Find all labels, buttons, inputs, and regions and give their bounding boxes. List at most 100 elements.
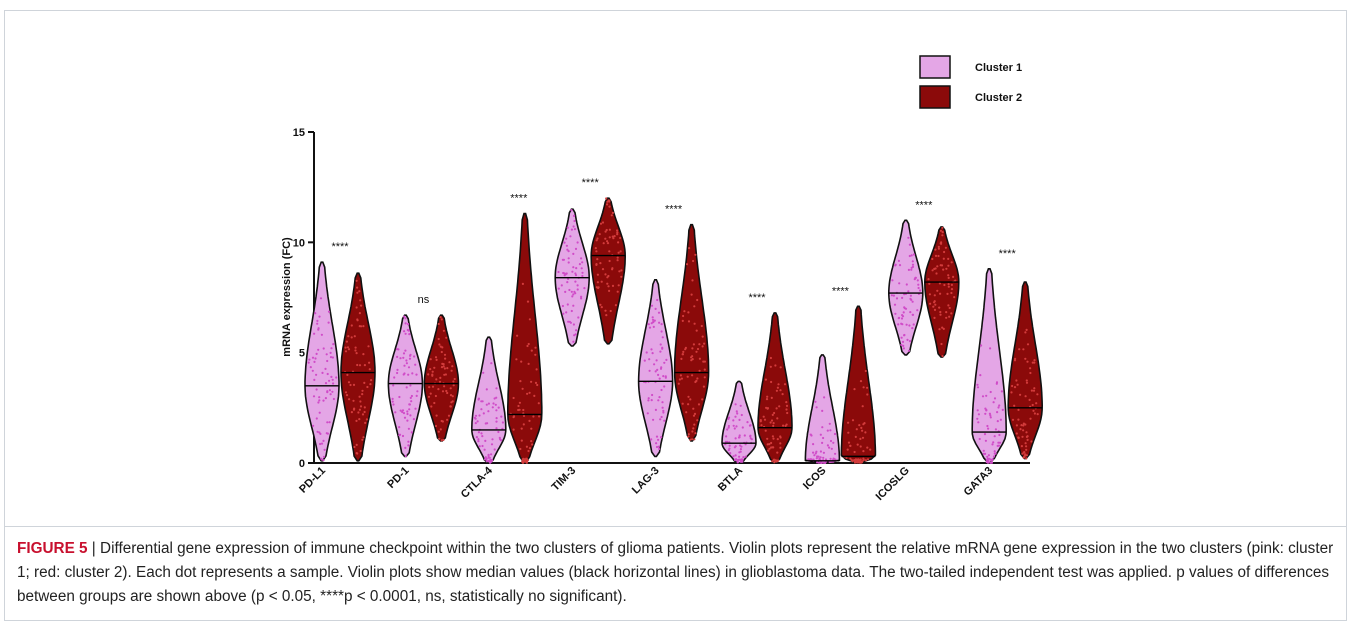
sample-dot — [370, 379, 373, 382]
sample-dot — [492, 402, 495, 405]
sample-dot — [862, 450, 865, 453]
sample-dot — [412, 418, 415, 421]
sample-dot — [519, 447, 522, 451]
sample-dot — [404, 322, 407, 325]
sample-dot — [701, 398, 704, 401]
sample-dot — [820, 461, 823, 464]
sample-dot — [606, 203, 609, 206]
sample-dot — [830, 447, 833, 450]
sample-dot — [847, 421, 850, 424]
sample-dot — [989, 416, 992, 419]
sample-dot — [328, 421, 331, 424]
sample-dot — [655, 359, 658, 362]
sample-dot — [322, 455, 326, 458]
sample-dot — [993, 450, 996, 453]
sample-dot — [601, 221, 605, 224]
sample-dot — [984, 412, 987, 415]
sample-dot — [429, 392, 432, 395]
sample-dot — [928, 282, 931, 285]
sample-dot — [404, 349, 407, 352]
sample-dot — [992, 455, 996, 458]
violin-icos-cluster-2 — [840, 305, 877, 464]
sample-dot — [566, 303, 569, 306]
sample-dot — [907, 268, 911, 271]
sample-dot — [1015, 424, 1019, 427]
sample-dot — [311, 369, 314, 372]
sample-dot — [982, 449, 985, 452]
sample-dot — [862, 423, 865, 426]
sample-dot — [947, 274, 950, 277]
sample-dot — [512, 396, 515, 400]
sample-dot — [902, 311, 905, 314]
sample-dot — [404, 332, 407, 335]
sample-dot — [928, 293, 932, 296]
sample-dot — [312, 424, 315, 427]
sample-dot — [983, 433, 987, 436]
sample-dot — [1015, 432, 1018, 435]
sample-dot — [829, 457, 832, 460]
sample-dot — [616, 256, 619, 259]
sample-dot — [861, 405, 864, 408]
sample-dot — [484, 456, 487, 459]
sample-dot — [368, 361, 371, 364]
legend: Cluster 1 Cluster 2 — [919, 55, 1022, 109]
sample-dot — [769, 356, 773, 360]
sample-dot — [1025, 457, 1028, 460]
sample-dot — [568, 288, 571, 292]
sample-dot — [911, 327, 914, 330]
sample-dot — [358, 312, 361, 315]
sample-dot — [477, 438, 480, 441]
sample-dot — [446, 418, 449, 421]
sample-dot — [897, 323, 900, 326]
sample-dot — [828, 422, 831, 425]
sample-dot — [739, 444, 742, 447]
sample-dot — [392, 384, 395, 387]
sample-dot — [734, 458, 737, 461]
sample-dot — [822, 456, 825, 459]
sample-dot — [815, 457, 818, 460]
sample-dot — [409, 354, 412, 357]
sample-dot — [691, 279, 694, 282]
sample-dot — [1022, 456, 1025, 459]
sample-dot — [698, 369, 701, 372]
sample-dot — [610, 214, 613, 217]
sample-dot — [690, 293, 693, 296]
sample-dot — [392, 403, 395, 406]
sample-dot — [403, 315, 406, 318]
sample-dot — [478, 414, 481, 417]
sample-dot — [859, 461, 862, 464]
sample-dot — [443, 367, 446, 370]
sample-dot — [987, 454, 991, 457]
sample-dot — [427, 373, 430, 376]
sample-dot — [937, 247, 941, 250]
sample-dot — [327, 310, 331, 313]
sample-dot — [595, 250, 598, 253]
sample-dot — [950, 312, 953, 315]
sample-dot — [518, 401, 522, 404]
y-tick-label: 5 — [299, 348, 305, 360]
sample-dot — [858, 424, 861, 427]
sample-dot — [683, 310, 686, 313]
sample-dot — [652, 325, 655, 328]
sample-dot — [662, 411, 665, 414]
sample-dot — [572, 214, 576, 217]
sample-dot — [658, 447, 661, 451]
sample-dot — [991, 443, 994, 446]
sample-dot — [578, 263, 582, 266]
sample-dot — [404, 454, 407, 458]
sample-dot — [779, 389, 782, 392]
sample-dot — [606, 200, 609, 203]
sample-dot — [608, 250, 611, 253]
sample-dot — [1022, 424, 1025, 427]
sample-dot — [742, 456, 745, 459]
sample-dot — [933, 300, 936, 303]
sample-dot — [681, 319, 684, 322]
sample-dot — [530, 380, 533, 383]
sample-dot — [693, 322, 696, 325]
sample-dot — [438, 380, 442, 383]
sample-dot — [760, 424, 763, 427]
sample-dot — [740, 458, 744, 461]
sample-dot — [734, 454, 737, 457]
sample-dot — [451, 400, 454, 403]
